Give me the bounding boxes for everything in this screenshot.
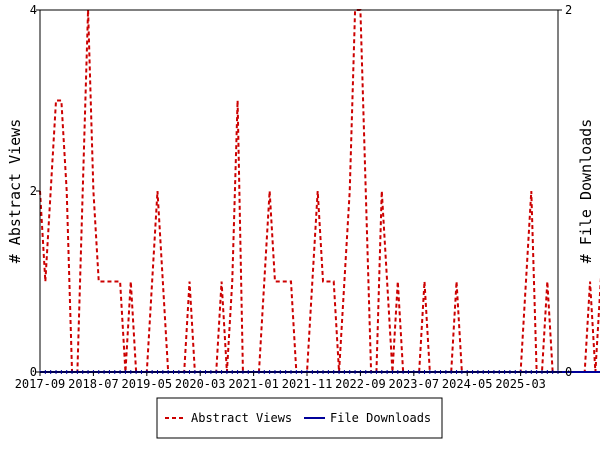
y-left-tick-label: 4 (30, 3, 37, 17)
legend-label-file-downloads: File Downloads (330, 411, 431, 425)
x-tick-label: 2018-07 (68, 377, 119, 391)
y-left-tick-label: 2 (30, 184, 37, 198)
y-axis-label-left: # Abstract Views (6, 119, 24, 264)
legend-label-abstract-views: Abstract Views (191, 411, 292, 425)
x-tick-label: 2024-05 (442, 377, 493, 391)
x-tick-label: 2017-09 (15, 377, 66, 391)
series-line-abstract-views (39, 9, 600, 373)
y-axis-label-right: # File Downloads (577, 119, 595, 264)
x-tick-label: 2021-01 (228, 377, 279, 391)
x-tick-label: 2020-03 (175, 377, 226, 391)
y-right-tick-label: 2 (565, 3, 572, 17)
legend-box (156, 397, 443, 439)
x-tick-label: 2021-11 (282, 377, 333, 391)
y-left-tick-label: 0 (30, 365, 37, 379)
y-right-tick-label: 0 (565, 365, 572, 379)
legend: Abstract Views File Downloads (156, 397, 443, 439)
x-tick-label: 2022-09 (335, 377, 386, 391)
x-tick-label: 2025-03 (495, 377, 546, 391)
ticks-layer: 2017-09 2018-07 2019-05 2020-03 2021-01 2021-… (15, 3, 573, 391)
x-tick-label: 2023-07 (389, 377, 440, 391)
x-tick-label: 2019-05 (122, 377, 173, 391)
